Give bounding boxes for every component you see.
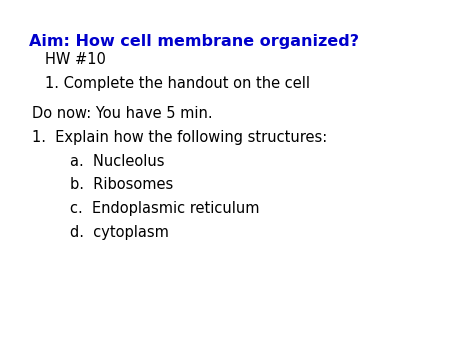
Text: b.  Ribosomes: b. Ribosomes bbox=[70, 177, 173, 192]
Text: d.  cytoplasm: d. cytoplasm bbox=[70, 225, 169, 240]
Text: Aim: How cell membrane organized?: Aim: How cell membrane organized? bbox=[29, 34, 359, 49]
Text: Do now: You have 5 min.: Do now: You have 5 min. bbox=[32, 106, 212, 121]
Text: 1. Complete the handout on the cell: 1. Complete the handout on the cell bbox=[45, 76, 310, 91]
Text: c.  Endoplasmic reticulum: c. Endoplasmic reticulum bbox=[70, 201, 259, 216]
Text: 1.  Explain how the following structures:: 1. Explain how the following structures: bbox=[32, 130, 327, 145]
Text: a.  Nucleolus: a. Nucleolus bbox=[70, 154, 164, 169]
Text: HW #10: HW #10 bbox=[45, 52, 106, 67]
